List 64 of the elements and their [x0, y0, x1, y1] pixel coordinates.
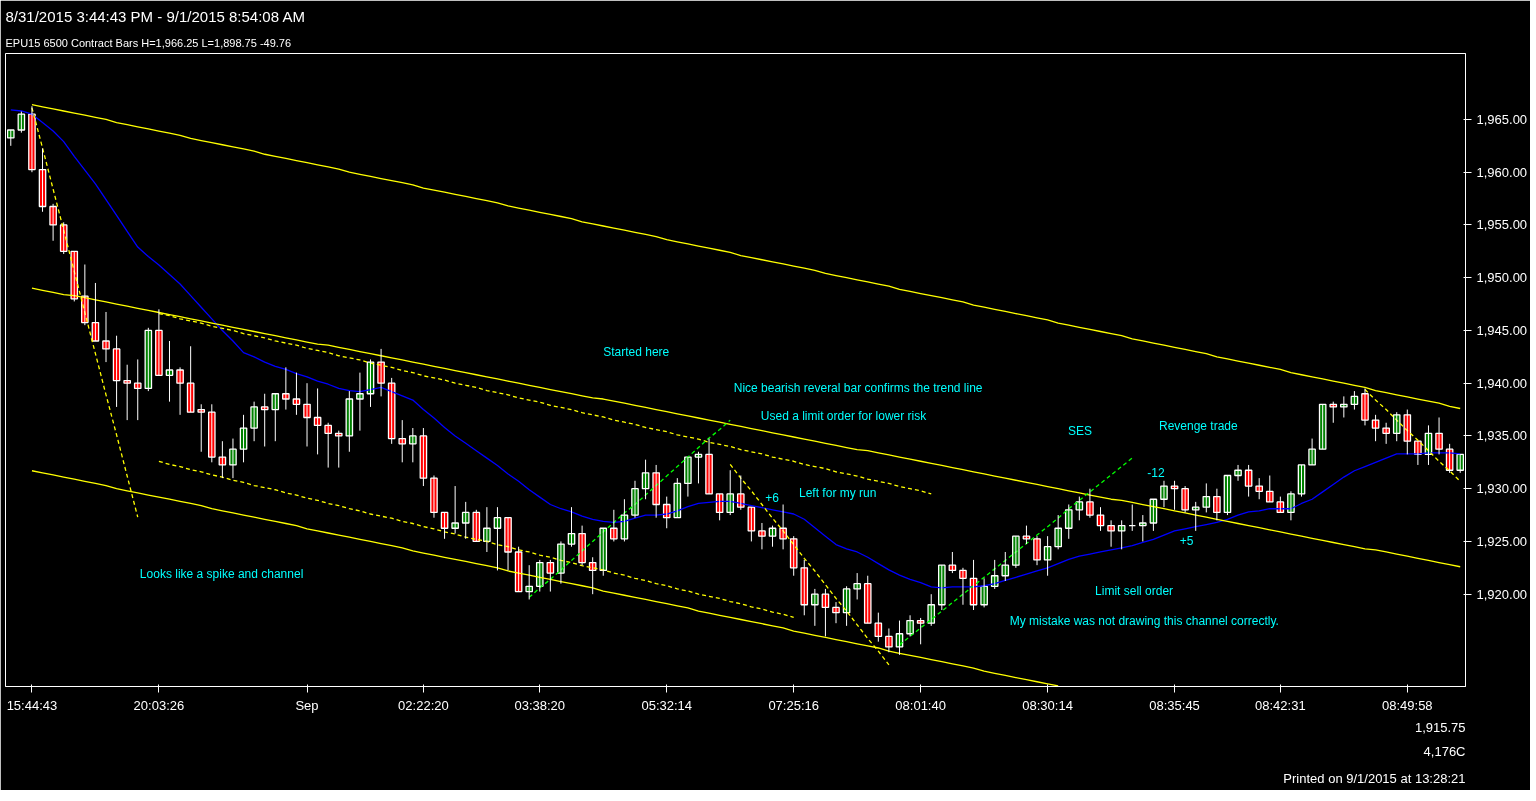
- candlestick: [1403, 409, 1412, 455]
- candlestick: [652, 464, 660, 519]
- candlestick: [461, 501, 470, 540]
- candlestick: [1318, 403, 1327, 450]
- candlestick: [207, 403, 216, 463]
- x-tick-label: 08:42:31: [1255, 697, 1306, 713]
- candlestick: [1064, 504, 1073, 540]
- text: Printed on 9/1/2015 at 13:28:21: [1283, 770, 1466, 786]
- y-tick-label: 1,965.00: [1476, 111, 1528, 127]
- y-tick-label: 1,940.00: [1476, 375, 1528, 391]
- y-tick-label: 1,925.00: [1476, 533, 1528, 549]
- annotation: Nice bearish reveral bar confirms the trend line: [733, 380, 983, 395]
- annotation: Used a limit order for lower risk: [760, 408, 928, 423]
- candlestick: [800, 559, 809, 616]
- candlestick: [197, 403, 206, 453]
- chart-subtitle: EPU15 6500 Contract Bars H=1,966.25 L=1,898.75 -49.76: [5, 36, 292, 49]
- line-series: [528, 419, 731, 598]
- y-tick-label: 1,920.00: [1476, 586, 1528, 602]
- candlestick: [1255, 477, 1264, 500]
- x-tick-label: 15:44:43: [6, 697, 58, 713]
- candlestick: [1265, 475, 1274, 503]
- annotation: Started here: [603, 345, 670, 360]
- candlestick: [123, 364, 131, 421]
- annotation: Left for my run: [799, 486, 877, 501]
- annotation: +6: [765, 490, 780, 505]
- y-tick-label: 1,950.00: [1476, 270, 1528, 286]
- candlestick: [1202, 482, 1211, 513]
- candlestick: [324, 422, 333, 469]
- x-tick-label: 08:49:58: [1382, 697, 1433, 713]
- candlestick: [1329, 401, 1338, 424]
- x-tick-label: 03:38:20: [514, 697, 566, 713]
- y-tick-label: 1,960.00: [1476, 164, 1528, 180]
- x-tick-label: 02:22:20: [398, 697, 449, 713]
- y-tick-label: 1,945.00: [1476, 322, 1528, 338]
- candlestick: [853, 572, 861, 600]
- x-tick-label: 08:01:40: [895, 697, 946, 713]
- candlestick: [334, 430, 343, 469]
- candlestick: [398, 419, 407, 463]
- annotation: -12: [1147, 466, 1165, 481]
- candlestick: [260, 393, 269, 447]
- x-tick-label: 08:35:45: [1149, 697, 1200, 713]
- annotation: My mistake was not drawing this channel correctly.: [1009, 613, 1279, 628]
- chart-title: 8/31/2015 3:44:43 PM - 9/1/2015 8:54:08 AM: [5, 7, 305, 25]
- x-tick-label: 08:30:14: [1022, 697, 1073, 713]
- annotation: Revenge trade: [1158, 418, 1239, 433]
- text: 4,176C: [1423, 743, 1466, 759]
- x-tick-label: 07:25:16: [768, 697, 819, 713]
- candlestick: [1138, 514, 1147, 542]
- annotation: +5: [1179, 534, 1194, 549]
- candlestick: [271, 393, 280, 442]
- candlestick: [1340, 395, 1348, 418]
- annotation: Limit sell order: [1095, 583, 1174, 598]
- candlestick: [408, 427, 417, 463]
- text: 1,915.75: [1414, 719, 1466, 735]
- candlestick: [863, 575, 872, 624]
- annotation: SES: [1068, 424, 1093, 439]
- x-tick-label: Sep: [295, 697, 319, 713]
- annotation: Looks like a spike and channel: [139, 566, 304, 581]
- y-tick-label: 1,955.00: [1476, 217, 1528, 233]
- y-tick-label: 1,930.00: [1476, 481, 1528, 497]
- candlestick: [1382, 422, 1390, 445]
- x-tick-label: 05:32:14: [641, 697, 693, 713]
- y-tick-label: 1,935.00: [1476, 428, 1528, 444]
- x-tick-label: 20:03:26: [133, 697, 185, 713]
